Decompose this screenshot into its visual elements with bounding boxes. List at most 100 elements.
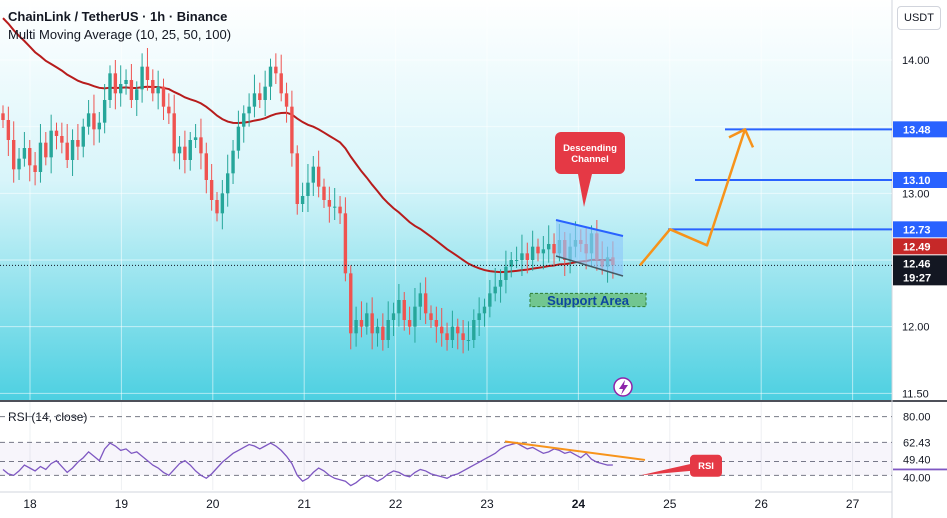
- candle-body: [140, 66, 144, 90]
- bullish-candle: [413, 288, 417, 343]
- candle-body: [70, 140, 75, 160]
- bearish-candle: [199, 118, 203, 170]
- candle-body: [108, 73, 112, 100]
- bearish-candle: [92, 94, 96, 146]
- candle-body: [81, 126, 85, 147]
- candle-body: [1, 113, 5, 120]
- candle-body: [135, 89, 139, 100]
- candle-body: [365, 313, 369, 327]
- bearish-candle: [536, 238, 540, 262]
- candle-body: [156, 86, 160, 94]
- candle-body: [306, 182, 310, 196]
- candle-body: [413, 306, 417, 327]
- bearish-candle: [402, 292, 406, 331]
- candle-body: [327, 200, 332, 207]
- rsi-line: [2, 442, 613, 487]
- candle-body: [547, 244, 551, 250]
- price-tag-2: [893, 221, 947, 238]
- lightning-glyph: [619, 380, 628, 395]
- bearish-candle: [284, 82, 289, 123]
- bearish-candle: [322, 178, 326, 208]
- candle-body: [359, 320, 364, 327]
- bullish-candle: [354, 306, 358, 347]
- candle-body: [145, 66, 150, 80]
- candle-body: [167, 106, 171, 114]
- candle-body: [54, 130, 59, 136]
- bearish-candle: [6, 106, 11, 156]
- support-area-box: [529, 292, 647, 308]
- indicator-legend[interactable]: Multi Moving Average (10, 25, 50, 100): [8, 27, 232, 42]
- bullish-candle: [498, 269, 503, 303]
- candle-body: [290, 106, 294, 154]
- bearish-candle: [65, 124, 69, 168]
- bearish-candle: [204, 142, 208, 194]
- bearish-candle: [167, 93, 171, 124]
- candle-body: [119, 84, 123, 94]
- candle-body: [76, 140, 80, 147]
- candle-body: [333, 206, 337, 208]
- candle-body: [381, 326, 385, 340]
- candle-body: [386, 320, 390, 340]
- candle-body: [44, 142, 48, 158]
- time-tick-label: 20: [206, 497, 220, 511]
- candle-body: [247, 106, 251, 114]
- symbol-title[interactable]: ChainLink / TetherUS · 1h · Binance: [8, 9, 228, 24]
- candle-body: [220, 193, 225, 214]
- candle-body: [472, 320, 476, 340]
- candle-body: [263, 86, 267, 100]
- candle-body: [477, 313, 481, 320]
- candle-body: [183, 146, 187, 160]
- bearish-candle: [349, 265, 353, 350]
- bullish-candle: [365, 302, 369, 335]
- candle-body: [193, 137, 198, 140]
- candle-body: [284, 93, 289, 107]
- bullish-candle: [236, 110, 241, 159]
- candle-body: [22, 148, 27, 159]
- bullish-candle: [188, 132, 192, 171]
- candle-body: [151, 80, 155, 94]
- time-tick-label: 22: [389, 497, 403, 511]
- candle-body: [274, 66, 278, 74]
- candle-body: [65, 142, 69, 160]
- bearish-candle: [113, 60, 118, 110]
- bullish-candle: [177, 136, 182, 170]
- bearish-candle: [76, 124, 80, 160]
- candle-body: [445, 333, 449, 340]
- bearish-candle: [525, 242, 529, 274]
- time-tick-label: 27: [846, 497, 860, 511]
- time-tick-label: 24: [572, 497, 586, 511]
- bullish-candle: [472, 309, 476, 348]
- candle-body: [349, 273, 353, 334]
- price-tick-label: 11.50: [902, 388, 929, 400]
- rsi-tag-label: 80.00: [903, 412, 931, 424]
- candle-body: [188, 140, 192, 160]
- candle-body: [226, 173, 230, 194]
- bearish-candle: [28, 140, 32, 182]
- bearish-candle: [1, 105, 5, 128]
- currency-button[interactable]: USDT: [897, 6, 941, 30]
- support-area-label: Support Area: [547, 293, 630, 308]
- bullish-candle: [135, 81, 139, 116]
- candle-body: [102, 100, 107, 123]
- candle-body: [300, 196, 305, 204]
- bearish-candle: [407, 306, 412, 335]
- bearish-candle: [172, 94, 176, 162]
- callout-label-line: Channel: [571, 154, 608, 165]
- bearish-candle: [338, 196, 342, 224]
- bullish-candle: [306, 164, 310, 212]
- candle-body: [402, 300, 406, 320]
- candle-body: [509, 260, 513, 267]
- bearish-candle: [381, 313, 385, 351]
- bullish-candle: [509, 252, 513, 278]
- bullish-candle: [247, 93, 251, 127]
- candle-body: [86, 113, 91, 127]
- descending-channel-fill: [556, 220, 623, 276]
- bullish-candle: [300, 182, 305, 212]
- bearish-candle: [33, 152, 37, 186]
- axes: 14.0013.5013.0012.5012.0011.5013.4813.10…: [0, 55, 947, 511]
- price-tag-3: [893, 238, 947, 255]
- rsi-callout-pointer: [640, 463, 692, 476]
- candle-body: [113, 73, 118, 94]
- candle-body: [322, 186, 326, 200]
